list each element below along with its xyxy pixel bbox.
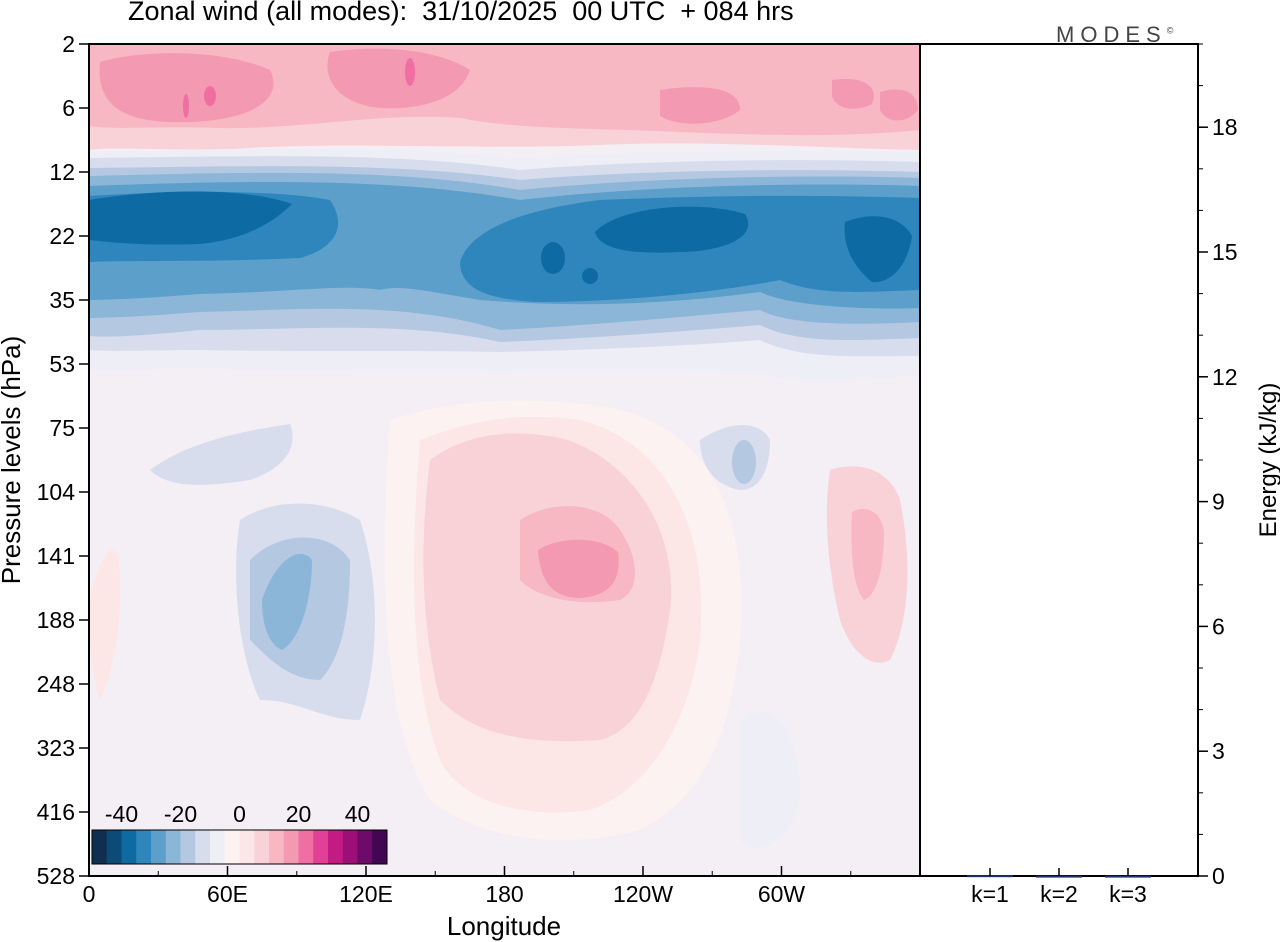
energy-tick-label: 15 — [1212, 239, 1238, 265]
colorbar-tick-label: 40 — [345, 801, 371, 827]
trop-easterly-7 — [740, 712, 800, 848]
trop-westerly-7 — [89, 550, 121, 700]
colorbar-tick-label: -40 — [105, 801, 138, 827]
energy-panel — [919, 43, 1199, 877]
colorbar-swatch — [328, 830, 344, 864]
energy-category-label: k=3 — [1109, 881, 1147, 907]
y-tick-label: 323 — [37, 735, 75, 761]
colorbar-swatch — [151, 830, 167, 864]
colorbar-swatch — [283, 830, 299, 864]
westerly-core-2 — [327, 48, 470, 109]
westerly-core-5 — [880, 89, 918, 121]
energy-axis-label: Energy (kJ/kg) — [1255, 383, 1280, 538]
y-tick-label: 528 — [37, 863, 75, 889]
westerly-core-1 — [99, 53, 274, 123]
energy-tick-label: 9 — [1212, 489, 1225, 515]
trop-easterly-4 — [262, 553, 312, 650]
energy-category-label: k=2 — [1040, 881, 1078, 907]
westerly-max-2 — [204, 86, 216, 106]
energy-tick-label: 18 — [1212, 114, 1238, 140]
colorbar-tick-label: -20 — [164, 801, 197, 827]
energy-tick-label: 6 — [1212, 613, 1225, 639]
colorbar-frame — [91, 829, 388, 865]
colorbar-swatch — [254, 830, 270, 864]
colorbar — [91, 829, 388, 865]
westerly-max-1 — [183, 94, 189, 118]
x-tick-label: 180 — [485, 881, 523, 907]
colorbar-tick-label: 20 — [286, 801, 312, 827]
y-tick-label: 6 — [62, 95, 75, 121]
energy-tick-label: 0 — [1212, 863, 1225, 889]
x-tick-label: 120E — [339, 881, 393, 907]
colorbar-swatch — [165, 830, 181, 864]
y-tick-label: 22 — [49, 223, 75, 249]
colorbar-swatch — [92, 830, 108, 864]
energy-bar — [1036, 875, 1082, 878]
energy-category-label: k=1 — [971, 881, 1009, 907]
x-tick-label: 120W — [613, 881, 673, 907]
y-tick-label: 75 — [49, 415, 75, 441]
easterly-core-1b — [89, 191, 292, 245]
colorbar-swatch — [372, 830, 388, 864]
y-tick-label: 188 — [37, 607, 75, 633]
energy-axis: 0 3 6 9 12 15 18 — [1198, 43, 1238, 889]
energy-bar — [967, 875, 1013, 878]
colorbar-swatch — [195, 830, 211, 864]
colorbar-swatch — [269, 830, 285, 864]
colorbar-swatch — [121, 830, 137, 864]
logo-text: MODES — [1056, 22, 1167, 47]
y-tick-label: 35 — [49, 287, 75, 313]
longitude-axis: 0 60E 120E 180 120W 60W — [83, 866, 921, 907]
trop-easterly-6 — [732, 440, 756, 484]
colorbar-swatch — [239, 830, 255, 864]
y-tick-label: 104 — [37, 479, 76, 505]
easterly-core-2c — [844, 216, 912, 283]
westerly-core-3 — [660, 87, 740, 124]
trop-westerly-6 — [851, 508, 884, 600]
y-axis-label: Pressure levels (hPa) — [0, 336, 26, 585]
colorbar-swatch — [180, 830, 196, 864]
y-tick-label: 12 — [49, 159, 75, 185]
y-tick-label: 2 — [62, 31, 75, 57]
logo-mark: © — [1166, 25, 1174, 36]
colorbar-swatch — [136, 830, 152, 864]
x-axis-label: Longitude — [447, 911, 561, 941]
colorbar-swatch — [357, 830, 373, 864]
y-tick-label: 53 — [49, 351, 75, 377]
y-tick-label: 248 — [37, 671, 75, 697]
energy-bars: k=1 k=2 k=3 — [967, 868, 1151, 907]
easterly-max-1 — [541, 242, 565, 274]
pressure-axis: 2 6 12 22 35 53 75 104 141 188 248 323 416 528 — [37, 31, 89, 889]
trop-easterly-1 — [150, 424, 293, 485]
energy-bar — [1105, 875, 1151, 878]
easterly-max-2 — [582, 268, 598, 284]
colorbar-swatch — [342, 830, 358, 864]
trop-westerly-4 — [538, 539, 619, 598]
chart-title: Zonal wind (all modes): 31/10/2025 00 UT… — [128, 0, 794, 26]
x-tick-label: 0 — [83, 881, 96, 907]
westerly-max-3 — [405, 58, 415, 86]
x-tick-label: 60E — [207, 881, 248, 907]
colorbar-swatch — [313, 830, 329, 864]
energy-tick-label: 3 — [1212, 738, 1225, 764]
wind-heatmap — [89, 44, 920, 876]
colorbar-tick-label: 0 — [233, 801, 246, 827]
energy-tick-label: 12 — [1212, 364, 1238, 390]
westerly-core-4 — [832, 79, 874, 109]
colorbar-swatch — [106, 830, 122, 864]
easterly-core-2b — [595, 206, 749, 253]
x-tick-label: 60W — [758, 881, 806, 907]
y-tick-label: 416 — [37, 799, 75, 825]
y-tick-label: 141 — [37, 543, 75, 569]
colorbar-swatch — [210, 830, 226, 864]
modes-logo: MODES© — [1056, 22, 1173, 48]
colorbar-swatch — [298, 830, 314, 864]
colorbar-swatch — [224, 830, 240, 864]
